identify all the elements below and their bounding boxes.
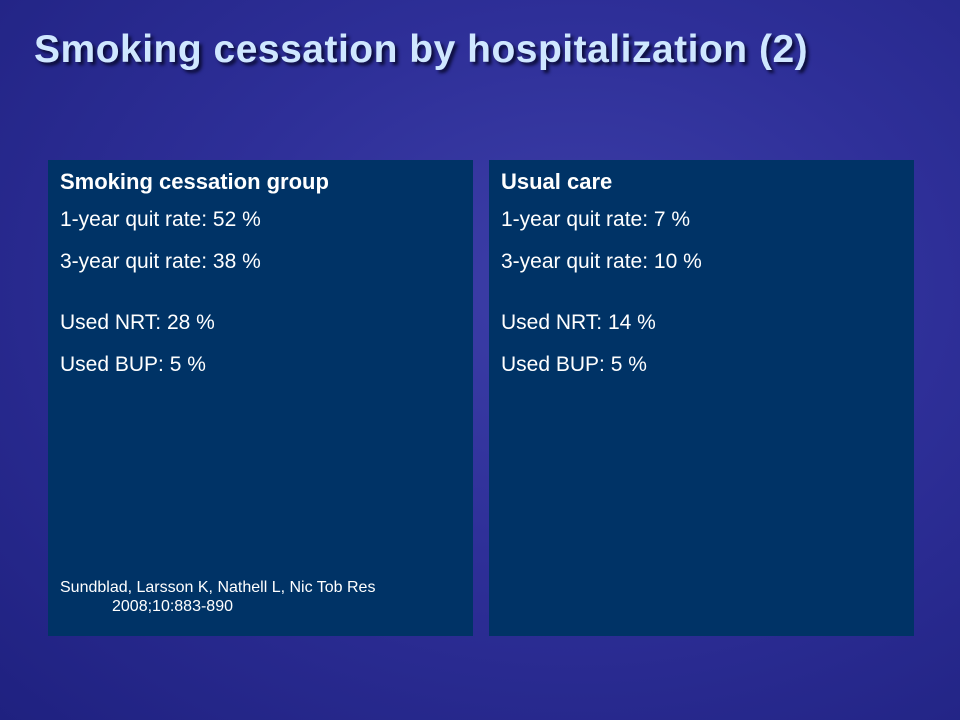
used-bup: Used BUP: 5 % (60, 353, 206, 376)
used-bup: Used BUP: 5 % (501, 353, 647, 376)
quit-rate-1-year: 1-year quit rate: 52 % (60, 208, 261, 231)
quit-rate-1-year: 1-year quit rate: 7 % (501, 208, 691, 231)
slide-title: Smoking cessation by hospitalization (2) (34, 28, 809, 71)
panel-heading: Usual care (501, 169, 613, 194)
quit-rate-3-year: 3-year quit rate: 10 % (501, 250, 702, 273)
panel-smoking-cessation-group: Smoking cessation group 1-year quit rate… (48, 160, 473, 636)
used-nrt: Used NRT: 28 % (60, 311, 215, 334)
quit-rate-3-year: 3-year quit rate: 38 % (60, 250, 261, 273)
citation-reference: Sundblad, Larsson K, Nathell L, Nic Tob … (60, 579, 376, 615)
panel-usual-care: Usual care 1-year quit rate: 7 % 3-year … (489, 160, 914, 636)
panel-heading: Smoking cessation group (60, 169, 329, 194)
used-nrt: Used NRT: 14 % (501, 311, 656, 334)
